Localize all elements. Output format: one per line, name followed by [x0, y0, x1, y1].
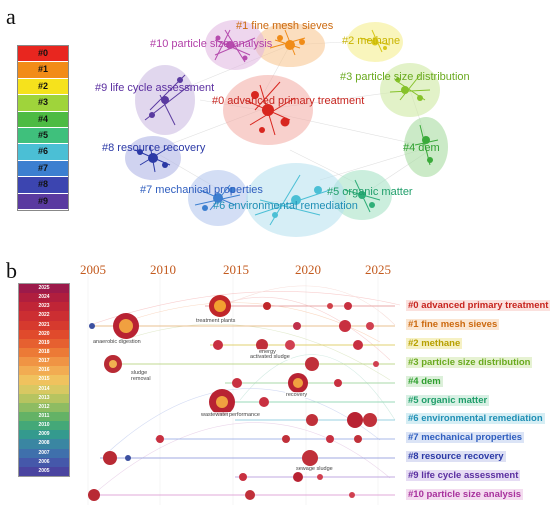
legend-swatch: #2: [18, 78, 68, 96]
legend-swatch: #5: [18, 127, 68, 145]
year-swatch: 2009: [19, 430, 69, 440]
year-swatch: 2019: [19, 338, 69, 348]
year-swatch: 2005: [19, 466, 69, 476]
cluster-label: #7 mechanical properties: [140, 184, 263, 196]
timeline-year-tick: 2015: [223, 262, 249, 277]
cluster-label: #9 life cycle assessment: [95, 82, 215, 94]
cluster-color-legend: #0 #1 #2 #3 #4 #5 #6 #7 #8 #9: [17, 45, 69, 211]
timeline-cluster-label: #6 environmental remediation: [406, 413, 545, 425]
node-keyword-label: energy: [258, 349, 277, 355]
year-swatch: 2013: [19, 393, 69, 403]
year-swatch: 2008: [19, 439, 69, 449]
panel-b-label: b: [6, 258, 17, 283]
timeline-year-tick: 2020: [295, 262, 321, 277]
year-swatch: 2023: [19, 302, 69, 312]
node-keyword-label: treatment plants: [195, 318, 237, 324]
timeline-cluster-label: #4 dem: [406, 375, 443, 387]
year-swatch: 2015: [19, 375, 69, 385]
year-swatch: 2021: [19, 320, 69, 330]
node-keyword-label: performance: [228, 412, 261, 418]
timeline-year-tick: 2010: [150, 262, 176, 277]
panel-a-label: a: [6, 4, 16, 29]
node-keyword-label: sludge: [130, 370, 149, 376]
node-keyword-label: sewage sludge: [295, 466, 334, 472]
year-swatch: 2012: [19, 402, 69, 412]
year-swatch: 2022: [19, 311, 69, 321]
node-keyword-label: wastewater: [200, 412, 230, 418]
timeline-cluster-label: #7 mechanical properties: [406, 432, 525, 444]
cluster-label: #5 organic matter: [327, 186, 413, 198]
year-swatch: 2017: [19, 357, 69, 367]
cluster-label: #1 fine mesh sieves: [236, 20, 334, 32]
timeline-cluster-label: #9 life cycle assessment: [406, 470, 521, 482]
year-swatch: 2020: [19, 329, 69, 339]
legend-swatch: #4: [18, 111, 68, 128]
cluster-label: #8 resource recovery: [102, 142, 206, 154]
timeline-cluster-label: #5 organic matter: [406, 394, 490, 406]
node-keyword-label: activated sludge: [249, 354, 291, 360]
timeline-cluster-label: #3 particle size distribution: [406, 356, 533, 368]
node-keyword-label: removal: [130, 376, 152, 382]
cluster-label: #6 environmental remediation: [213, 200, 358, 212]
legend-swatch: #1: [18, 62, 68, 79]
legend-swatch: #8: [18, 177, 68, 194]
legend-swatch: #6: [18, 144, 68, 161]
timeline-cluster-label: #2 methane: [406, 337, 463, 349]
cluster-label: #10 particle size analysis: [150, 38, 273, 50]
legend-swatch: #9: [18, 193, 68, 210]
year-swatch: 2014: [19, 384, 69, 394]
year-swatch: 2010: [19, 421, 69, 431]
timeline-cluster-label: #1 fine mesh sieves: [406, 318, 500, 330]
legend-swatch: #7: [18, 160, 68, 178]
year-swatch: 2011: [19, 411, 69, 422]
year-swatch: 2024: [19, 293, 69, 303]
cluster-label: #2 methane: [342, 35, 401, 47]
timeline-year-tick: 2005: [80, 262, 106, 277]
timeline-cluster-label: #8 resource recovery: [406, 451, 506, 463]
cluster-label: #3 particle size distribution: [340, 71, 470, 83]
legend-swatch: #3: [18, 95, 68, 112]
cluster-label: #4 dem: [403, 142, 440, 154]
node-keyword-label: anaerobic digestion: [92, 339, 142, 345]
year-swatch: 2006: [19, 457, 69, 467]
legend-swatch: #0: [18, 46, 68, 63]
timeline-cluster-label: #10 particle size analysis: [406, 489, 524, 500]
year-swatch: 2016: [19, 366, 69, 376]
year-color-legend: 2025 2024 2023 2022 2021 2020 2019 2018 2017 2016…: [18, 283, 70, 477]
timeline-year-tick: 2025: [365, 262, 391, 277]
year-swatch: 2007: [19, 448, 69, 458]
timeline-cluster-label: #0 advanced primary treatment: [406, 300, 550, 311]
cluster-label: #0 advanced primary treatment: [212, 95, 365, 107]
year-swatch: 2018: [19, 347, 69, 358]
year-swatch: 2025: [19, 284, 69, 294]
node-keyword-label: recovery: [285, 392, 309, 398]
